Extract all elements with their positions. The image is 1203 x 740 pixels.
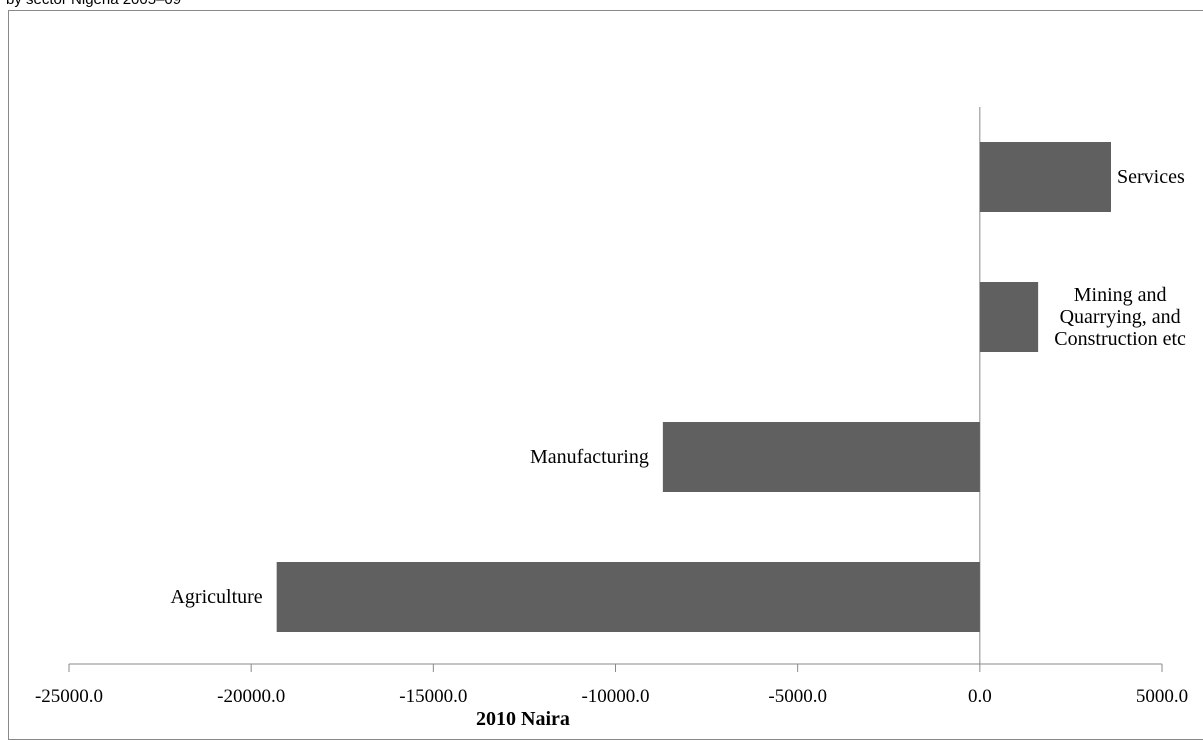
bar xyxy=(979,142,1111,212)
x-tick-label: -5000.0 xyxy=(768,686,827,707)
bar xyxy=(276,562,980,632)
category-label: Manufacturing xyxy=(530,446,649,468)
category-label: Services xyxy=(1117,166,1185,188)
x-axis-title: 2010 Naira xyxy=(476,708,570,730)
x-tick-label: -20000.0 xyxy=(217,686,285,707)
x-tick-label: -10000.0 xyxy=(581,686,649,707)
bar xyxy=(662,422,980,492)
x-tick-label: 5000.0 xyxy=(1136,686,1188,707)
x-tick-label: -25000.0 xyxy=(35,686,103,707)
bar xyxy=(979,282,1039,352)
category-label: Mining and Quarrying, and Construction etc xyxy=(1054,284,1186,350)
category-label: Agriculture xyxy=(170,586,262,608)
x-tick-label: 0.0 xyxy=(968,686,992,707)
chart-caption: by sector Nigeria 2005–09 xyxy=(6,0,181,8)
x-tick-label: -15000.0 xyxy=(399,686,467,707)
